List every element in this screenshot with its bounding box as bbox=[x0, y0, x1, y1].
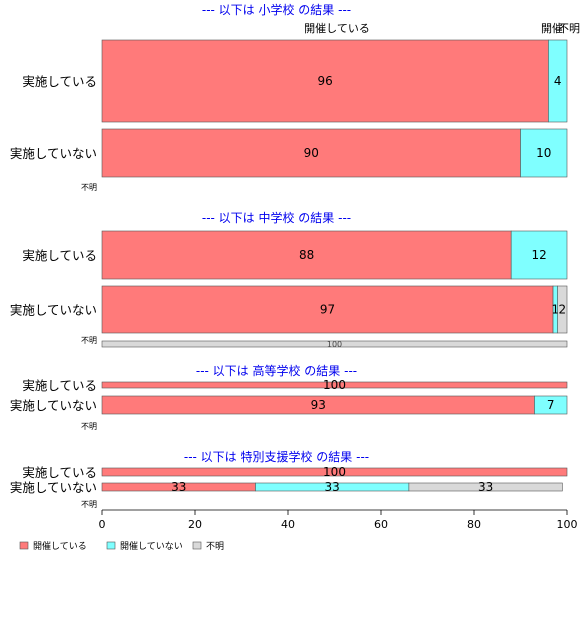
x-tick-label: 80 bbox=[467, 518, 481, 531]
category-label: 不明 bbox=[81, 336, 97, 345]
data-label: 100 bbox=[327, 340, 342, 349]
data-label: 1 bbox=[552, 303, 560, 317]
category-label: 不明 bbox=[81, 500, 97, 509]
bar-segment bbox=[548, 39, 568, 123]
data-label: 100 bbox=[323, 465, 346, 479]
bar-segment bbox=[101, 340, 568, 348]
panel-title: --- 以下は 高等学校 の結果 --- bbox=[196, 363, 357, 378]
bar-segment bbox=[534, 395, 568, 415]
category-label: 実施している bbox=[22, 465, 97, 480]
category-label: 不明 bbox=[81, 183, 97, 192]
panel-title: --- 以下は 中学校 の結果 --- bbox=[202, 210, 351, 225]
category-label: 実施していない bbox=[10, 480, 97, 495]
legend: 開催している 開催していない 不明 bbox=[19, 540, 224, 552]
panel-title: --- 以下は 小学校 の結果 --- bbox=[202, 2, 351, 17]
x-tick-label: 20 bbox=[188, 518, 202, 531]
panel: --- 以下は 中学校 の結果 --- 実施している 88 12 実施していない 97 1 2… bbox=[10, 210, 568, 349]
data-label: 33 bbox=[478, 480, 493, 494]
legend-label: 不明 bbox=[206, 541, 224, 552]
panel-title: --- 以下は 特別支援学校 の結果 --- bbox=[184, 449, 369, 464]
category-label: 実施していない bbox=[10, 146, 97, 161]
category-label: 不明 bbox=[81, 422, 97, 431]
data-label: 90 bbox=[304, 146, 319, 160]
panel: --- 以下は 特別支援学校 の結果 --- 実施している 100 実施していない 33… bbox=[10, 449, 568, 509]
legend-swatch bbox=[106, 541, 116, 550]
data-label: 33 bbox=[171, 480, 186, 494]
data-label: 10 bbox=[536, 146, 551, 160]
bar-segment bbox=[101, 230, 512, 280]
series-top-label: 開催している bbox=[304, 21, 370, 35]
bar-segment bbox=[520, 128, 568, 178]
bar-segment bbox=[557, 285, 568, 334]
category-label: 実施していない bbox=[10, 303, 97, 318]
legend-swatch bbox=[19, 541, 29, 550]
series-top-label: 開催 bbox=[541, 21, 563, 35]
x-tick-label: 100 bbox=[557, 518, 578, 531]
panel: --- 以下は 高等学校 の結果 --- 実施している 100 実施していない 93 7 不… bbox=[10, 363, 568, 431]
x-tick-label: 0 bbox=[99, 518, 106, 531]
legend-label: 開催していない bbox=[120, 540, 183, 552]
series-top-label: 不明 bbox=[558, 22, 580, 35]
data-label: 7 bbox=[547, 398, 555, 412]
legend-label: 開催している bbox=[33, 540, 87, 552]
data-label: 88 bbox=[299, 248, 314, 262]
data-label: 93 bbox=[311, 398, 326, 412]
bar-segment bbox=[101, 285, 554, 334]
x-tick-label: 60 bbox=[374, 518, 388, 531]
data-label: 97 bbox=[320, 303, 335, 317]
bar-segment bbox=[101, 467, 568, 477]
category-label: 実施していない bbox=[10, 398, 97, 413]
category-label: 実施している bbox=[22, 248, 97, 263]
data-label: 12 bbox=[531, 248, 546, 262]
data-label: 100 bbox=[323, 378, 346, 392]
bar-segment bbox=[510, 230, 568, 280]
x-tick-label: 40 bbox=[281, 518, 295, 531]
panel: --- 以下は 小学校 の結果 --- 実施している 96 4 実施していない 90 10 不… bbox=[10, 2, 568, 192]
category-label: 実施している bbox=[22, 378, 97, 393]
data-label: 4 bbox=[554, 74, 562, 88]
legend-swatch bbox=[192, 541, 202, 550]
bar-segment bbox=[408, 482, 563, 492]
category-label: 実施している bbox=[22, 74, 97, 89]
data-label: 33 bbox=[325, 480, 340, 494]
bar-segment bbox=[101, 381, 568, 389]
x-axis: 0 20 40 60 80 100 bbox=[99, 509, 578, 531]
data-label: 96 bbox=[318, 74, 333, 88]
data-label: 2 bbox=[559, 303, 567, 317]
